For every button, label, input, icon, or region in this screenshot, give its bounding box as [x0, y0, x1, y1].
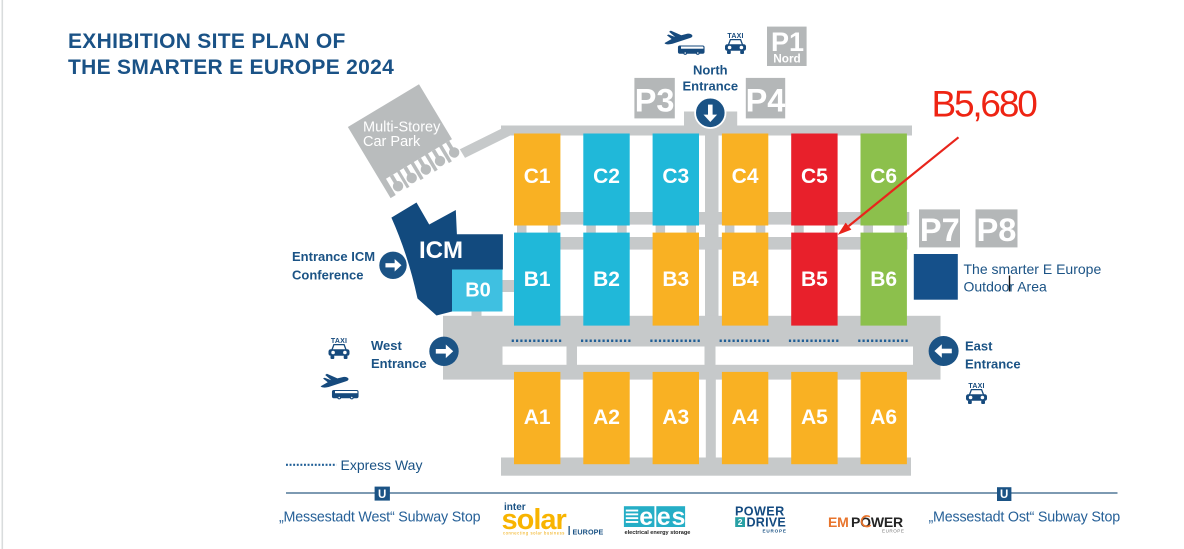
svg-text:B4: B4 [732, 268, 759, 291]
svg-text:B0: B0 [465, 280, 491, 302]
svg-text:P8: P8 [977, 212, 1017, 248]
svg-text:C1: C1 [524, 165, 551, 188]
svg-text:POWER: POWER [735, 504, 785, 518]
svg-text:C6: C6 [870, 165, 897, 188]
svg-text:electrical energy storage: electrical energy storage [625, 530, 691, 536]
svg-text:U: U [1000, 489, 1008, 501]
svg-text:Conference: Conference [292, 268, 364, 283]
svg-text:Car Park: Car Park [363, 134, 421, 150]
svg-text:U: U [378, 489, 386, 501]
svg-text:EXHIBITION SITE PLAN OF: EXHIBITION SITE PLAN OF [68, 30, 346, 53]
svg-text:inter: inter [504, 502, 526, 513]
svg-text:C2: C2 [593, 165, 620, 188]
svg-text:Entrance: Entrance [682, 79, 738, 94]
svg-text:Multi-Storey: Multi-Storey [363, 120, 441, 136]
svg-text:Entrance: Entrance [371, 356, 427, 371]
svg-text:B3: B3 [662, 268, 689, 291]
svg-text:A4: A4 [732, 406, 759, 429]
svg-text:B5: B5 [801, 268, 828, 291]
svg-text:Entrance ICM: Entrance ICM [292, 249, 375, 264]
svg-text:P1: P1 [771, 27, 804, 57]
svg-text:A3: A3 [662, 406, 689, 429]
svg-text:East: East [965, 339, 993, 354]
svg-text:e: e [639, 503, 653, 531]
svg-text:solar: solar [502, 504, 567, 536]
svg-text:s: s [672, 503, 686, 531]
svg-text:C3: C3 [662, 165, 689, 188]
svg-text:„Messestadt West“ Subway Stop: „Messestadt West“ Subway Stop [279, 510, 481, 526]
svg-text:A1: A1 [524, 406, 551, 429]
svg-text:B6: B6 [870, 268, 897, 291]
svg-text:P4: P4 [746, 83, 786, 119]
svg-text:connecting solar business: connecting solar business [503, 530, 565, 535]
svg-text:B1: B1 [524, 268, 551, 291]
svg-text:ICM: ICM [419, 237, 463, 264]
svg-text:A2: A2 [593, 406, 620, 429]
svg-text:DRIVE: DRIVE [747, 515, 787, 529]
svg-text:EUROPE: EUROPE [882, 529, 904, 534]
svg-text:THE SMARTER E EUROPE 2024: THE SMARTER E EUROPE 2024 [68, 56, 394, 79]
svg-text:B5,680: B5,680 [932, 84, 1038, 125]
svg-text:P7: P7 [920, 212, 960, 248]
svg-text:B2: B2 [593, 268, 620, 291]
svg-text:EUROPE: EUROPE [763, 528, 787, 533]
svg-text:Nord: Nord [773, 52, 801, 66]
svg-text:West: West [371, 338, 402, 353]
svg-text:P3: P3 [635, 83, 675, 119]
svg-text:Express Way: Express Way [341, 457, 423, 473]
svg-text:Entrance: Entrance [965, 357, 1021, 372]
svg-text:2: 2 [738, 517, 743, 527]
svg-text:e: e [657, 503, 671, 531]
svg-text:POWER: POWER [851, 514, 903, 530]
svg-text:The smarter E Europe: The smarter E Europe [964, 261, 1102, 277]
svg-text:EM: EM [828, 514, 849, 530]
svg-text:North: North [693, 63, 728, 78]
svg-text:C4: C4 [732, 165, 759, 188]
svg-text:A5: A5 [801, 406, 828, 429]
svg-text:C5: C5 [801, 165, 828, 188]
svg-text:EUROPE: EUROPE [573, 527, 604, 536]
svg-text:Outdoor Area: Outdoor Area [964, 279, 1047, 295]
svg-text:A6: A6 [870, 406, 897, 429]
svg-text:„Messestadt Ost“ Subway Stop: „Messestadt Ost“ Subway Stop [929, 510, 1121, 526]
